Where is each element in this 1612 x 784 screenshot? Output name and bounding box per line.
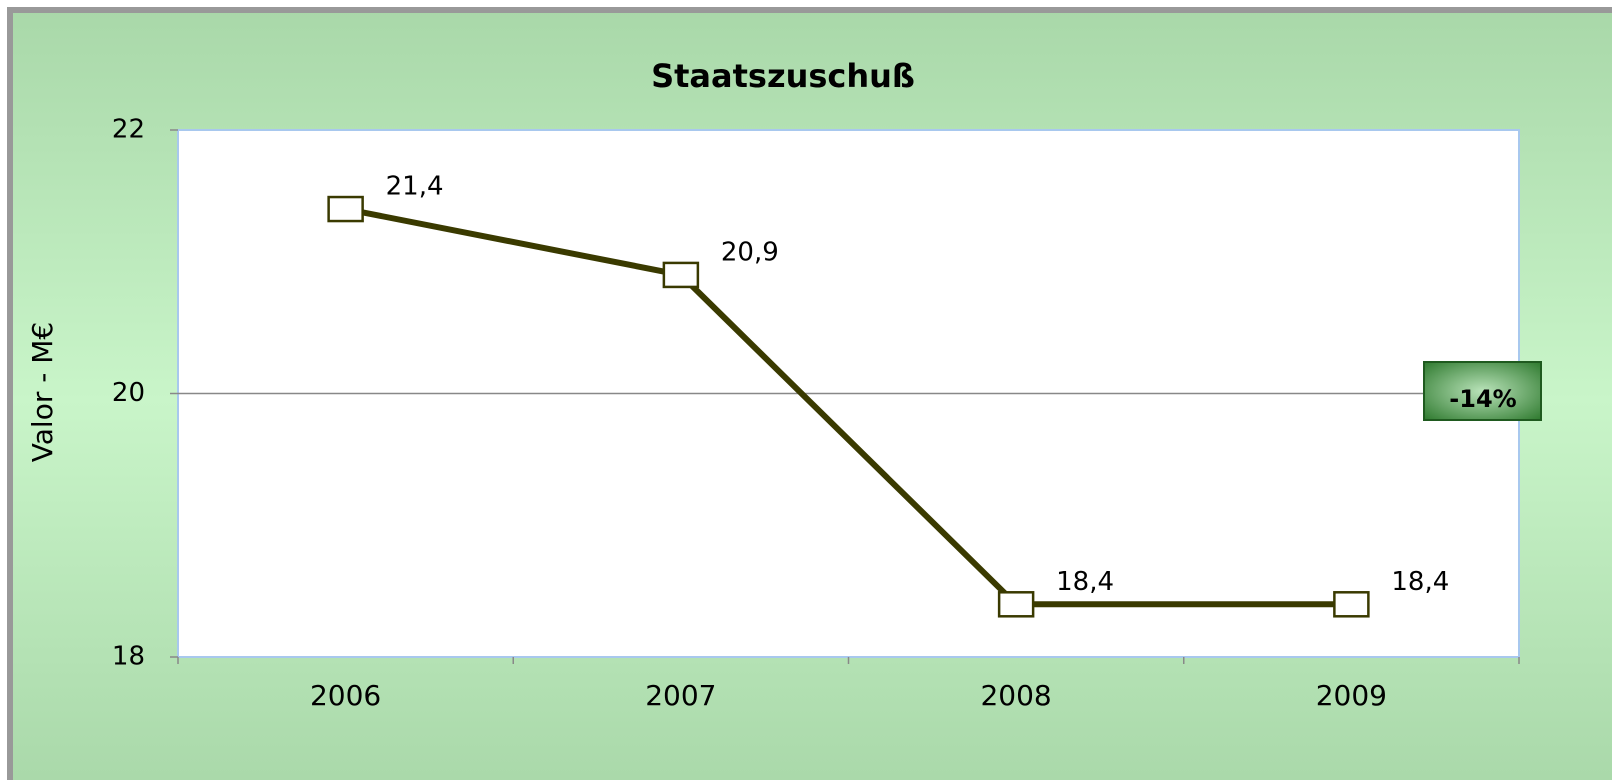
- point-marker: [997, 591, 1035, 618]
- y-axis-label: Valor - M€: [26, 322, 59, 462]
- x-tick-label: 2006: [310, 679, 381, 712]
- chart-title: Staatszuschuß: [651, 57, 915, 95]
- point-marker: [327, 195, 364, 223]
- x-tick-label: 2009: [1316, 679, 1387, 712]
- x-tick-label: 2008: [980, 679, 1051, 712]
- y-tick-label: 22: [112, 115, 145, 145]
- data-label: 18,4: [1056, 567, 1114, 597]
- data-label: 18,4: [1391, 567, 1449, 597]
- y-tick-label: 20: [112, 378, 145, 408]
- annotation-box: [1423, 361, 1542, 421]
- x-tick-label: 2007: [645, 679, 716, 712]
- y-tick-label: 18: [112, 642, 145, 672]
- annotation: -14%: [1449, 385, 1516, 413]
- data-label: 20,9: [721, 237, 779, 267]
- data-label: 21,4: [386, 172, 444, 202]
- point-marker: [662, 261, 700, 289]
- point-marker: [1333, 591, 1370, 618]
- series-line: [345, 206, 1352, 608]
